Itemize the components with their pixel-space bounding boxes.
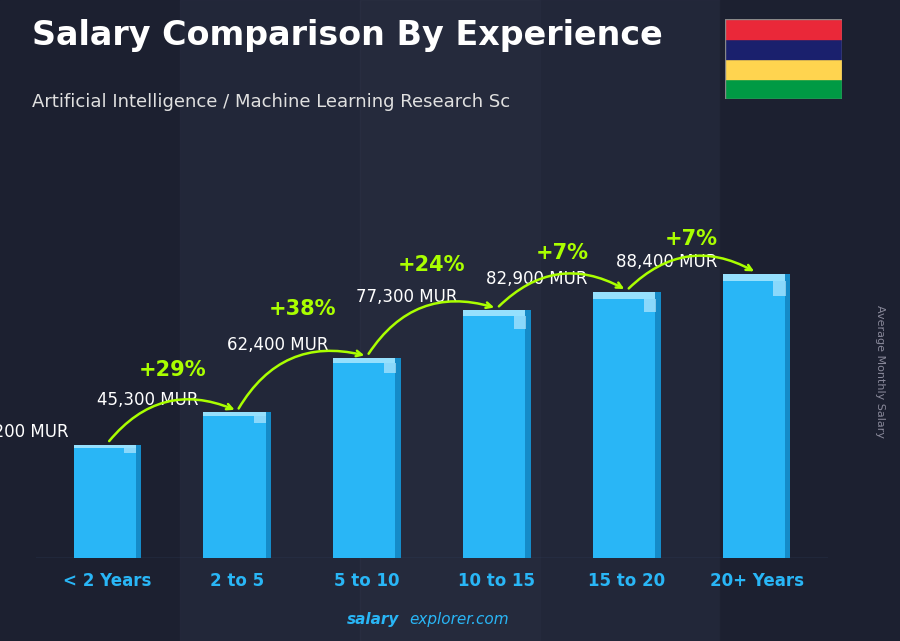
Text: salary: salary (346, 612, 399, 627)
Text: 35,200 MUR: 35,200 MUR (0, 423, 68, 441)
Bar (136, 445, 141, 558)
Text: +38%: +38% (268, 299, 336, 319)
Bar (74, 445, 136, 447)
Bar (203, 413, 266, 416)
Bar (395, 358, 400, 558)
Bar (266, 413, 271, 558)
Bar (124, 447, 137, 453)
Text: Average Monthly Salary: Average Monthly Salary (875, 305, 886, 438)
Bar (203, 413, 271, 558)
Text: +7%: +7% (536, 243, 589, 263)
Text: +24%: +24% (398, 254, 466, 274)
Text: +29%: +29% (139, 360, 206, 380)
Bar (333, 358, 395, 363)
Bar (724, 60, 842, 79)
Bar (180, 0, 360, 641)
Bar (785, 274, 790, 558)
Bar (593, 292, 661, 558)
Bar (0, 0, 180, 641)
Bar (360, 0, 540, 641)
Text: Artificial Intelligence / Machine Learning Research Sc: Artificial Intelligence / Machine Learni… (32, 93, 509, 111)
Text: 82,900 MUR: 82,900 MUR (486, 270, 588, 288)
Bar (540, 0, 720, 641)
Bar (593, 292, 655, 299)
Bar (74, 445, 141, 558)
Bar (384, 363, 396, 372)
Bar (526, 310, 531, 558)
Bar (333, 358, 400, 558)
Bar (724, 79, 842, 99)
Bar (773, 281, 786, 296)
Bar (514, 316, 526, 328)
Text: 77,300 MUR: 77,300 MUR (356, 288, 458, 306)
Text: Salary Comparison By Experience: Salary Comparison By Experience (32, 19, 662, 52)
Bar (724, 39, 842, 60)
Text: explorer.com: explorer.com (410, 612, 509, 627)
Text: 45,300 MUR: 45,300 MUR (97, 390, 198, 409)
Bar (644, 299, 656, 312)
Text: 62,400 MUR: 62,400 MUR (227, 336, 328, 354)
Bar (723, 274, 790, 558)
Bar (464, 310, 526, 316)
Text: 88,400 MUR: 88,400 MUR (616, 253, 717, 271)
Text: +7%: +7% (665, 229, 718, 249)
Bar (464, 310, 531, 558)
Bar (723, 274, 785, 281)
Bar (724, 19, 842, 39)
Bar (254, 416, 266, 423)
Bar (655, 292, 661, 558)
Bar (720, 0, 900, 641)
